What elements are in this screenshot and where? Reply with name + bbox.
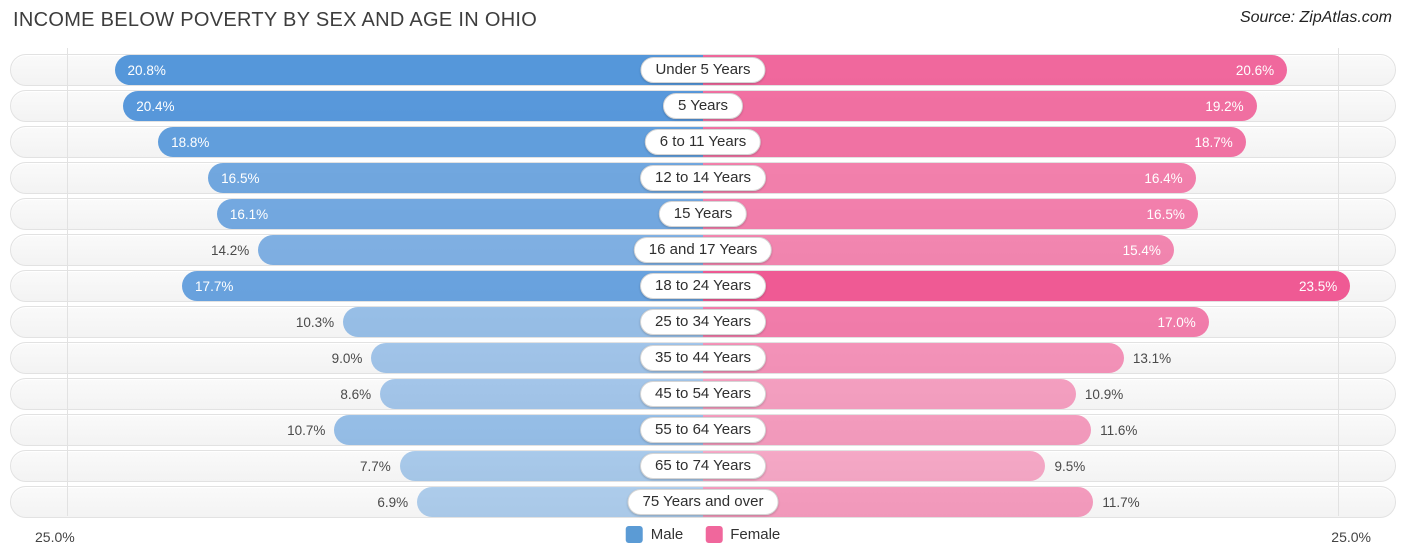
- axis-tick-right: 25.0%: [1331, 529, 1371, 545]
- male-bar: [258, 235, 703, 265]
- female-color-swatch: [705, 526, 723, 543]
- male-value-label: 6.9%: [377, 494, 409, 510]
- female-bar: [703, 415, 1092, 445]
- female-value-label: 11.6%: [1100, 422, 1138, 438]
- female-value-label: 20.6%: [1235, 62, 1275, 78]
- chart-row: 17.7% 23.5% 18 to 24 Years: [10, 270, 1396, 302]
- chart-row: 14.2% 15.4% 16 and 17 Years: [10, 234, 1396, 266]
- male-value-label: 16.1%: [229, 206, 269, 222]
- chart-row: 16.1% 16.5% 15 Years: [10, 198, 1396, 230]
- source-attribution: Source: ZipAtlas.com: [1239, 9, 1392, 26]
- male-bar: 16.5%: [208, 163, 703, 193]
- male-value-label: 18.8%: [171, 134, 210, 150]
- axis-gridline-left: [67, 48, 68, 516]
- female-value-label: 15.4%: [1122, 242, 1161, 258]
- female-bar: [703, 343, 1124, 373]
- female-bar: 17.0%: [703, 307, 1209, 337]
- category-label: 45 to 54 Years: [640, 381, 766, 407]
- female-value-label: 9.5%: [1054, 458, 1086, 474]
- legend: Male Female: [625, 526, 780, 543]
- female-bar: 15.4%: [703, 235, 1174, 265]
- legend-item-female: Female: [705, 526, 780, 543]
- male-value-label: 7.7%: [359, 458, 391, 474]
- male-value-label: 20.4%: [136, 98, 175, 114]
- female-bar: 16.5%: [703, 199, 1198, 229]
- female-bar: 20.6%: [703, 55, 1288, 85]
- female-bar: 16.4%: [703, 163, 1196, 193]
- male-value-label: 16.5%: [221, 170, 260, 186]
- male-color-swatch: [625, 526, 643, 543]
- category-label: 15 Years: [658, 201, 748, 227]
- category-label: 55 to 64 Years: [640, 417, 766, 443]
- female-value-label: 11.7%: [1102, 494, 1140, 510]
- female-value-label: 18.7%: [1194, 134, 1233, 150]
- legend-label-female: Female: [730, 526, 781, 543]
- female-value-label: 23.5%: [1298, 278, 1338, 294]
- female-bar: 23.5%: [703, 271, 1351, 301]
- category-label: Under 5 Years: [640, 57, 766, 83]
- category-label: 25 to 34 Years: [640, 309, 766, 335]
- chart-header: INCOME BELOW POVERTY BY SEX AND AGE IN O…: [0, 0, 1406, 46]
- chart-row: 9.0% 13.1% 35 to 44 Years: [10, 342, 1396, 374]
- chart-row: 20.8% 20.6% Under 5 Years: [10, 54, 1396, 86]
- chart-row: 10.3% 17.0% 25 to 34 Years: [10, 306, 1396, 338]
- female-value-label: 17.0%: [1157, 314, 1196, 330]
- female-value-label: 10.9%: [1084, 386, 1124, 402]
- male-value-label: 20.8%: [127, 62, 166, 78]
- chart-row: 10.7% 11.6% 55 to 64 Years: [10, 414, 1396, 446]
- category-label: 65 to 74 Years: [640, 453, 766, 479]
- male-value-label: 17.7%: [195, 278, 234, 294]
- female-value-label: 16.4%: [1144, 170, 1183, 186]
- male-bar: 20.4%: [123, 91, 703, 121]
- category-label: 12 to 14 Years: [640, 165, 766, 191]
- legend-item-male: Male: [625, 526, 684, 543]
- male-value-label: 10.7%: [287, 422, 326, 438]
- category-label: 16 and 17 Years: [633, 237, 773, 263]
- category-label: 75 Years and over: [627, 489, 779, 515]
- male-value-label: 10.3%: [295, 314, 335, 330]
- male-value-label: 8.6%: [340, 386, 372, 402]
- male-bar: 17.7%: [182, 271, 703, 301]
- chart-title: INCOME BELOW POVERTY BY SEX AND AGE IN O…: [13, 9, 538, 31]
- chart-row: 8.6% 10.9% 45 to 54 Years: [10, 378, 1396, 410]
- category-label: 35 to 44 Years: [640, 345, 766, 371]
- chart-row: 18.8% 18.7% 6 to 11 Years: [10, 126, 1396, 158]
- male-value-label: 14.2%: [210, 242, 250, 258]
- female-value-label: 13.1%: [1132, 350, 1172, 366]
- category-label: 6 to 11 Years: [644, 129, 762, 155]
- axis-tick-left: 25.0%: [35, 529, 75, 545]
- chart-row: 6.9% 11.7% 75 Years and over: [10, 486, 1396, 518]
- female-bar: 19.2%: [703, 91, 1257, 121]
- male-bar: 18.8%: [158, 127, 703, 157]
- legend-label-male: Male: [650, 526, 684, 543]
- chart-row: 20.4% 19.2% 5 Years: [10, 90, 1396, 122]
- female-value-label: 16.5%: [1146, 206, 1185, 222]
- male-bar: 16.1%: [216, 199, 703, 229]
- category-label: 5 Years: [662, 93, 744, 119]
- female-bar: 18.7%: [703, 127, 1246, 157]
- chart-row: 16.5% 16.4% 12 to 14 Years: [10, 162, 1396, 194]
- female-value-label: 19.2%: [1205, 98, 1244, 114]
- chart-footer: 25.0% Male Female 25.0%: [0, 522, 1406, 558]
- male-bar: 20.8%: [114, 55, 703, 85]
- chart-row: 7.7% 9.5% 65 to 74 Years: [10, 450, 1396, 482]
- category-label: 18 to 24 Years: [640, 273, 766, 299]
- bar-chart: 20.8% 20.6% Under 5 Years 20.4% 19.2% 5 Years…: [10, 48, 1396, 518]
- male-value-label: 9.0%: [331, 350, 363, 366]
